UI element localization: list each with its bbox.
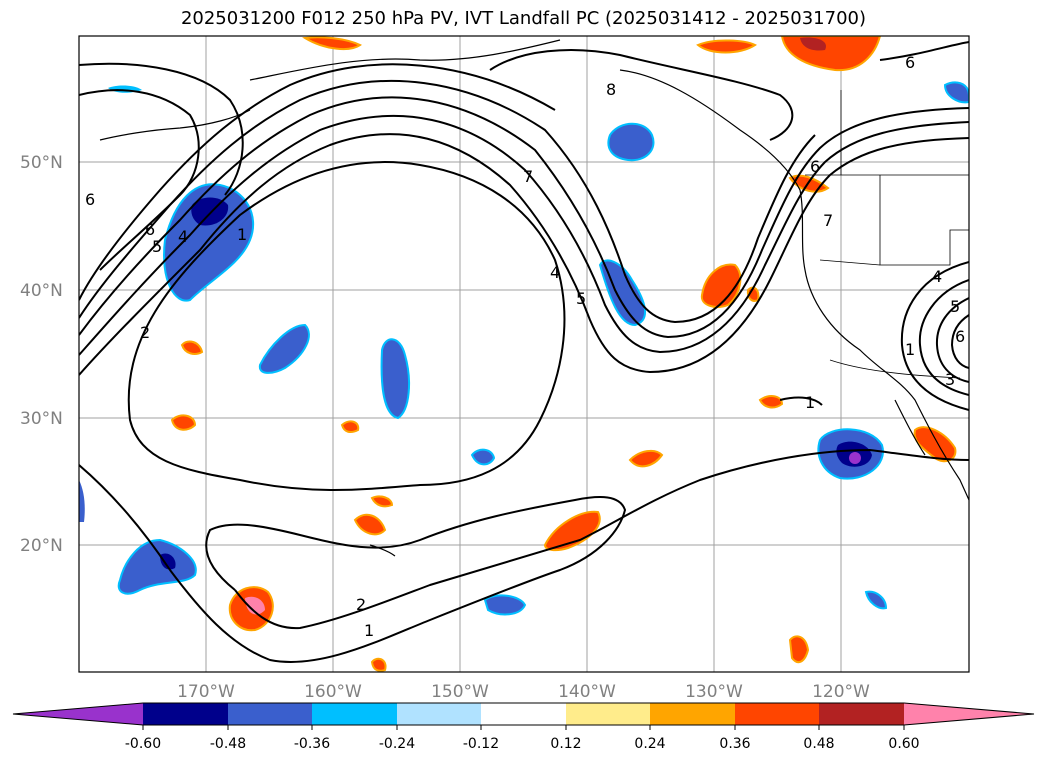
map-frame: [78, 35, 970, 673]
contour-label-2: 2: [140, 323, 150, 342]
colorbar-extend-max: [904, 703, 1034, 725]
contour-label-6: 6: [145, 220, 155, 239]
contour-label-4: 4: [932, 267, 942, 286]
contour-label-6: 6: [85, 190, 95, 209]
contour-label-4: 4: [550, 263, 560, 282]
contour-label-1: 1: [805, 393, 815, 412]
contour-label-6: 6: [810, 157, 820, 176]
lon-label-120w: 120°W: [812, 682, 870, 702]
colorbar-tick: -0.12: [463, 736, 499, 752]
colorbar-segment: [819, 703, 904, 725]
lon-label-150w: 150°W: [431, 682, 489, 702]
latitude-labels: 50°N 40°N 30°N 20°N: [20, 153, 63, 556]
colorbar-tick: 0.36: [719, 736, 750, 752]
colorbar-segment: [650, 703, 735, 725]
lon-label-160w: 160°W: [304, 682, 362, 702]
contour-label-5: 5: [576, 289, 586, 308]
colorbar-extend-min: [13, 703, 143, 725]
colorbar-segment: [143, 703, 228, 725]
colorbar-tick: 0.60: [888, 736, 919, 752]
colorbar-segment: [228, 703, 312, 725]
map-panel: 8 7 6 6 5 4 4 1 2 5 6 6 2 1 1 4 5 6 3 1 …: [79, 36, 969, 672]
colorbar-tick: 0.12: [550, 736, 581, 752]
contour-label-5: 5: [950, 297, 960, 316]
contour-label-2: 2: [356, 595, 366, 614]
contour-label-1: 1: [364, 621, 374, 640]
colorbar-tick: 0.48: [803, 736, 834, 752]
graticule: [79, 36, 969, 672]
contour-label-3: 3: [945, 370, 955, 389]
colorbar-tick: -0.36: [294, 736, 330, 752]
lat-label-40n: 40°N: [20, 281, 63, 301]
lat-label-20n: 20°N: [20, 536, 63, 556]
colorbar: -0.60 -0.48 -0.36 -0.24 -0.12 0.12 0.24 …: [12, 702, 1035, 752]
colorbar-segment: [735, 703, 819, 725]
contour-label-4: 4: [178, 227, 188, 246]
contour-labels: 8 7 6 6 5 4 4 1 2 5 6 6 2 1 1 4 5 6 3 1 …: [85, 53, 965, 640]
lat-label-50n: 50°N: [20, 153, 63, 173]
lon-label-140w: 140°W: [558, 682, 616, 702]
colorbar-segment: [312, 703, 397, 725]
lon-label-170w: 170°W: [177, 682, 235, 702]
colorbar-segment: [566, 703, 650, 725]
borders: [805, 90, 969, 379]
colorbar-tick: -0.60: [125, 736, 161, 752]
colorbar-tick: -0.24: [379, 736, 415, 752]
contour-label-5: 5: [152, 237, 162, 256]
colorbar-segment: [481, 703, 566, 725]
contour-label-1: 1: [237, 225, 247, 244]
colorbar-tick: -0.48: [210, 736, 246, 752]
contour-label-1: 1: [905, 340, 915, 359]
lon-label-130w: 130°W: [685, 682, 743, 702]
chart-title: 2025031200 F012 250 hPa PV, IVT Landfall…: [180, 8, 867, 29]
colorbar-tick: 0.24: [634, 736, 665, 752]
contour-label-7: 7: [823, 211, 833, 230]
contour-label-6: 6: [955, 327, 965, 346]
lat-label-30n: 30°N: [20, 409, 63, 429]
colorbar-segment: [397, 703, 481, 725]
ivt-contours: [79, 41, 969, 663]
contour-label-8: 8: [606, 80, 616, 99]
longitude-labels: 170°W 160°W 150°W 140°W 130°W 120°W: [177, 682, 870, 702]
contour-label-7: 7: [523, 167, 533, 186]
coastlines: [99, 39, 969, 557]
contour-label-6: 6: [905, 53, 915, 72]
